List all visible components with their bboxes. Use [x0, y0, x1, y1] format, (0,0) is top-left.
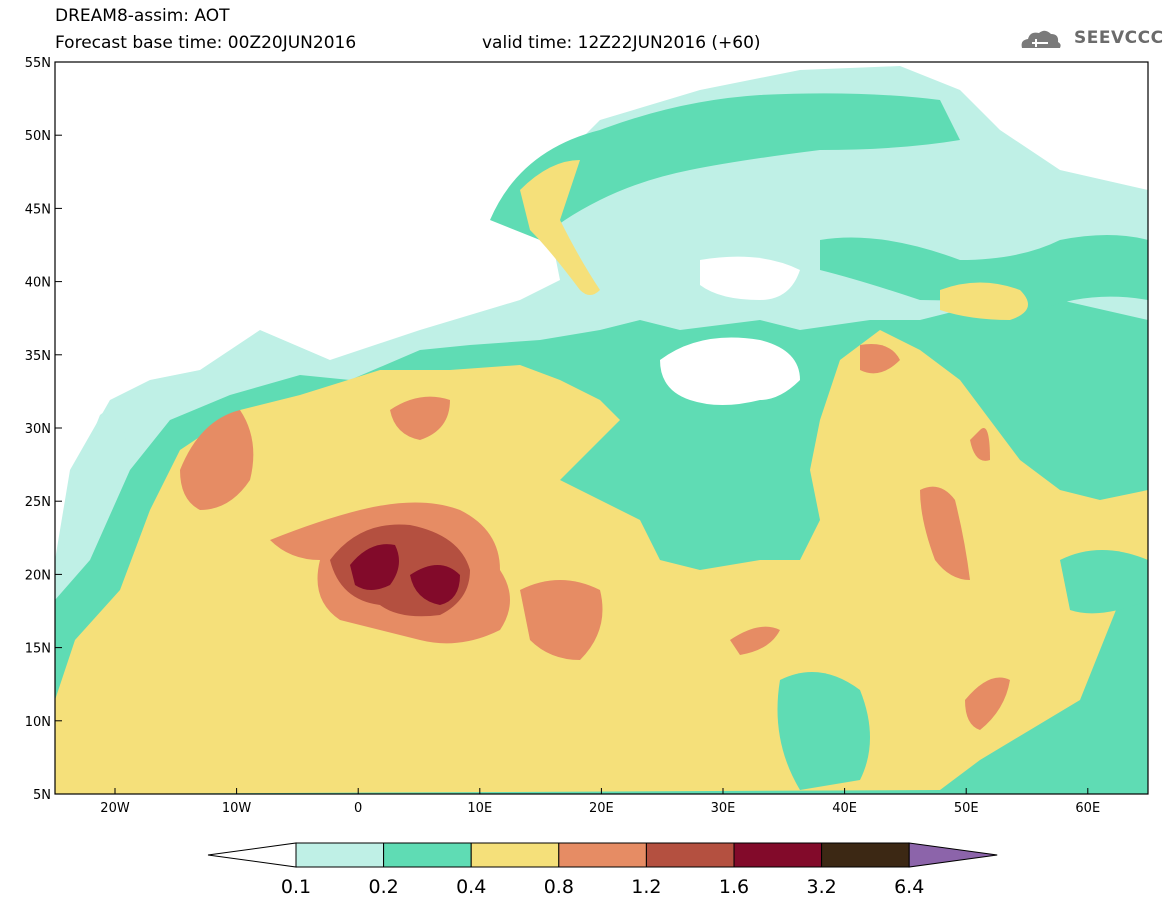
colorbar-segment	[383, 842, 472, 868]
aot-level-0.8-chad	[520, 580, 603, 660]
aot-level-0.8-sudan	[730, 626, 780, 655]
aot-level-0.4-adriatic	[520, 160, 600, 295]
aot-level-0.2-horn	[777, 672, 870, 790]
cloud-logo-icon	[1021, 30, 1061, 48]
lon-label: 30E	[711, 801, 736, 816]
lat-label: 50N	[25, 129, 51, 144]
lat-label: 55N	[25, 56, 51, 71]
lat-label: 15N	[25, 642, 51, 657]
colorbar-segment	[295, 842, 385, 868]
colorbar-label: 0.1	[281, 876, 311, 898]
aot-level-0.8-iraq	[860, 344, 900, 374]
colorbar-label: 6.4	[894, 876, 924, 898]
aot-level-1.6-b	[410, 565, 460, 605]
colorbar-right-arrow	[908, 842, 998, 868]
lon-label: 20W	[100, 801, 130, 816]
low-aot-turkey	[700, 256, 800, 300]
aot-level-0.8-algeria	[390, 396, 450, 440]
colorbar-segment	[558, 842, 647, 868]
lat-label: 25N	[25, 495, 51, 510]
longitude-axis: 20W 10W 0 10E 20E 30E 40E 50E 60E	[100, 788, 1100, 816]
aot-level-0.8-morocco	[180, 410, 254, 510]
colorbar: 0.1 0.2 0.4 0.8 1.2 1.6 3.2 6.4	[207, 842, 998, 898]
aot-level-0.8-somalia	[965, 677, 1010, 730]
aot-level-0.4-caspian	[940, 282, 1028, 320]
latitude-axis: 55N 50N 45N 40N 35N 30N 25N 20N 15N 10N 5N	[25, 56, 62, 803]
colorbar-label: 0.4	[456, 876, 486, 898]
aot-level-0.2-east	[820, 235, 1148, 310]
aot-level-0.2-arabian	[1060, 550, 1148, 614]
lon-label: 0	[354, 801, 362, 816]
logo-text: SEEVCCC	[1074, 28, 1164, 48]
colorbar-segment	[470, 842, 560, 868]
lon-label: 50E	[954, 801, 979, 816]
lat-label: 10N	[25, 715, 51, 730]
aot-field	[55, 62, 1148, 794]
colorbar-left-arrow	[207, 842, 297, 868]
aot-level-0.2-north	[490, 93, 960, 240]
colorbar-label: 3.2	[806, 876, 836, 898]
colorbar-label: 1.2	[631, 876, 661, 898]
lat-label: 30N	[25, 422, 51, 437]
colorbar-label: 1.6	[719, 876, 749, 898]
aot-level-1.6-a	[350, 544, 399, 590]
low-aot-levant	[660, 337, 800, 405]
lat-label: 35N	[25, 349, 51, 364]
lat-label: 5N	[33, 788, 51, 803]
lon-label: 40E	[832, 801, 857, 816]
colorbar-segment	[733, 842, 823, 868]
colorbar-label: 0.2	[368, 876, 398, 898]
colorbar-label: 0.8	[544, 876, 574, 898]
colorbar-segment	[645, 842, 735, 868]
lon-label: 10W	[222, 801, 252, 816]
lat-label: 40N	[25, 276, 51, 291]
lon-label: 10E	[467, 801, 492, 816]
colorbar-segment	[821, 842, 910, 868]
valid-time: valid time: 12Z22JUN2016 (+60)	[482, 33, 761, 53]
lon-label: 60E	[1075, 801, 1100, 816]
lon-label: 20E	[589, 801, 614, 816]
aot-level-0.8-oman	[970, 428, 990, 461]
map-title: DREAM8-assim: AOT	[55, 6, 230, 26]
lat-label: 20N	[25, 568, 51, 583]
aot-level-0.1-south	[60, 409, 126, 590]
forecast-base-time: Forecast base time: 00Z20JUN2016	[55, 33, 357, 53]
aot-level-0.4	[55, 330, 1148, 794]
aot-level-0.8-arabia	[920, 486, 970, 580]
lat-label: 45N	[25, 202, 51, 217]
